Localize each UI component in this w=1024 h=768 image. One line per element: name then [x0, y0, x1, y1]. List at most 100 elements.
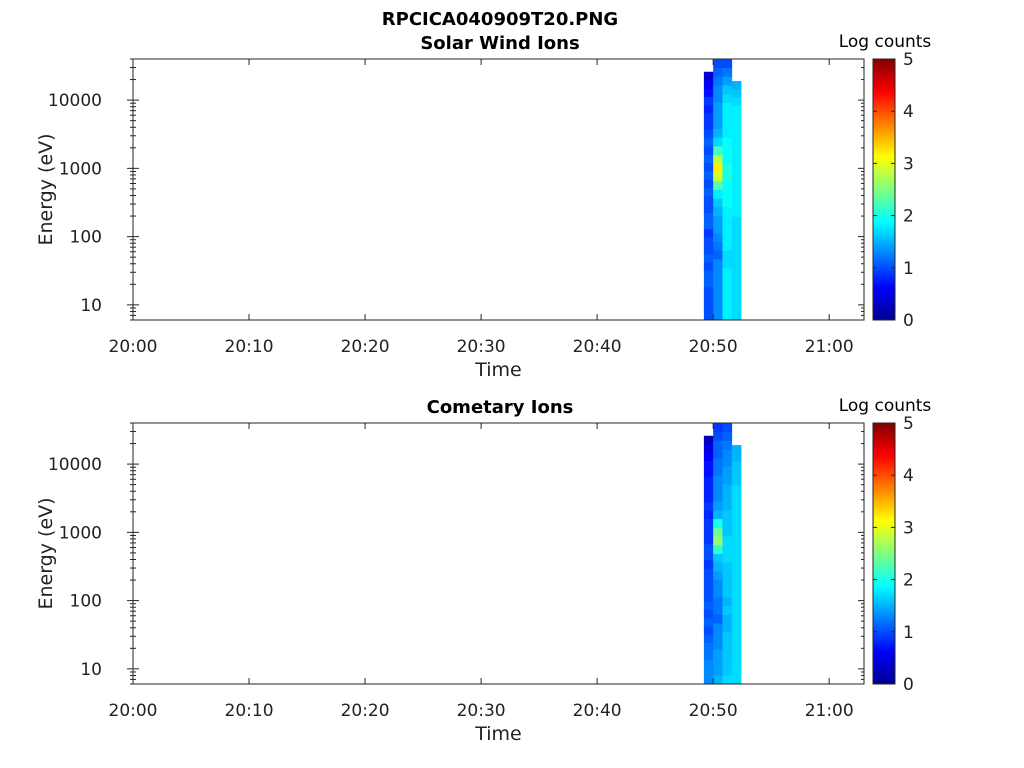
x-tick-label: 20:40 — [573, 337, 622, 357]
heatmap-cell — [713, 579, 723, 589]
heatmap-cell — [722, 172, 733, 182]
y-axis: 10 100 1000 10000 — [48, 422, 864, 685]
heatmap-cell — [713, 570, 723, 580]
heatmap-cell — [731, 548, 742, 557]
colorbar-tick-label: 1 — [903, 623, 914, 643]
heatmap-cell — [713, 440, 723, 450]
heatmap-cell — [722, 146, 733, 156]
heatmap-cell — [713, 631, 723, 641]
heatmap-cell — [713, 163, 723, 173]
heatmap-cell — [731, 652, 742, 661]
heatmap-cell — [722, 119, 733, 129]
heatmap-cell — [703, 551, 714, 561]
heatmap-cell — [722, 457, 733, 467]
heatmap-cell — [713, 67, 723, 77]
heatmap-cell — [713, 527, 723, 537]
heatmap-cell — [703, 584, 714, 594]
heatmap-cell — [731, 160, 742, 170]
heatmap-cell — [731, 636, 742, 645]
y-tick-label: 1000 — [59, 523, 102, 543]
x-tick-label: 20:40 — [573, 701, 622, 721]
x-tick-label: 20:50 — [689, 701, 738, 721]
heatmap-cell — [722, 198, 733, 208]
x-tick-label: 20:10 — [225, 701, 274, 721]
heatmap-cell — [722, 163, 733, 173]
heatmap-cell — [713, 562, 723, 572]
heatmap-cell — [703, 179, 714, 189]
y-axis-label: Energy (eV) — [35, 497, 57, 609]
heatmap-cell — [703, 617, 714, 627]
heatmap-cell — [713, 518, 723, 528]
heatmap-cell — [722, 293, 733, 303]
heatmap-cell — [722, 623, 733, 633]
plot-frame — [132, 422, 865, 685]
heatmap-cell — [713, 501, 723, 511]
heatmap-cell — [713, 119, 723, 129]
heatmap-cell — [722, 215, 733, 225]
heatmap-cell — [703, 460, 714, 470]
heatmap-cell — [703, 253, 714, 263]
y-axis-label: Energy (eV) — [35, 133, 57, 245]
heatmap-cells — [703, 423, 742, 685]
y-tick-label: 10000 — [48, 91, 102, 111]
heatmap-cell — [731, 152, 742, 162]
heatmap-cell — [731, 556, 742, 565]
panels: Solar Wind Ions 20:00 20:10 20:20 20:30 20:40… — [35, 32, 931, 745]
heatmap-cell — [731, 445, 742, 454]
heatmap-cell — [703, 576, 714, 586]
figure-title: RPCICA040909T20.PNG — [382, 9, 618, 30]
heatmap-cell — [703, 228, 714, 238]
heatmap-cell — [703, 659, 714, 668]
x-tick-label: 21:00 — [805, 701, 854, 721]
heatmap-cell — [713, 154, 723, 164]
heatmap-cell — [731, 628, 742, 637]
colorbar-tick-label: 4 — [903, 102, 914, 122]
heatmap-cell — [722, 93, 733, 103]
colorbar-tick-label: 2 — [903, 571, 914, 591]
heatmap-cell — [703, 609, 714, 619]
heatmap-cell — [722, 85, 733, 95]
heatmap-cell — [722, 640, 733, 650]
heatmap-cell — [713, 198, 723, 208]
heatmap-cell — [713, 293, 723, 303]
heatmap-cell — [703, 526, 714, 536]
heatmap-cell — [731, 200, 742, 209]
colorbar-tick-label: 2 — [903, 207, 914, 227]
heatmap-cell — [703, 121, 714, 131]
heatmap-cell — [722, 518, 733, 528]
heatmap-cell — [713, 553, 723, 563]
heatmap-cell — [713, 614, 723, 624]
heatmap-cell — [703, 137, 714, 147]
x-tick-label: 20:10 — [225, 337, 274, 357]
heatmap-cell — [703, 501, 714, 511]
heatmap-cell — [722, 206, 733, 216]
heatmap-cell — [722, 501, 733, 511]
heatmap-cell — [722, 102, 733, 112]
heatmap-cell — [713, 431, 723, 441]
heatmap-cell — [713, 649, 723, 659]
heatmap-cell — [713, 666, 723, 676]
heatmap-cell — [703, 129, 714, 139]
heatmap-cell — [703, 311, 714, 321]
heatmap-cell — [703, 493, 714, 503]
colorbar-title: Log counts — [839, 32, 932, 52]
heatmap-cell — [722, 536, 733, 546]
heatmap-cell — [722, 259, 733, 269]
colorbar-title: Log counts — [839, 396, 932, 416]
heatmap-cell — [703, 518, 714, 528]
heatmap-cell — [731, 572, 742, 581]
heatmap-cell — [722, 510, 733, 520]
heatmap-cell — [713, 510, 723, 520]
heatmap-cell — [703, 468, 714, 478]
plot-frame — [132, 58, 865, 321]
heatmap-cell — [722, 311, 733, 321]
heatmap-cell — [713, 206, 723, 216]
heatmap-cell — [713, 423, 723, 433]
heatmap-cell — [713, 224, 723, 234]
heatmap-cell — [722, 154, 733, 164]
colorbar-tick-label: 1 — [903, 259, 914, 279]
x-axis-label: Time — [474, 359, 522, 381]
heatmap-cell — [713, 137, 723, 147]
x-tick-label: 20:50 — [689, 337, 738, 357]
